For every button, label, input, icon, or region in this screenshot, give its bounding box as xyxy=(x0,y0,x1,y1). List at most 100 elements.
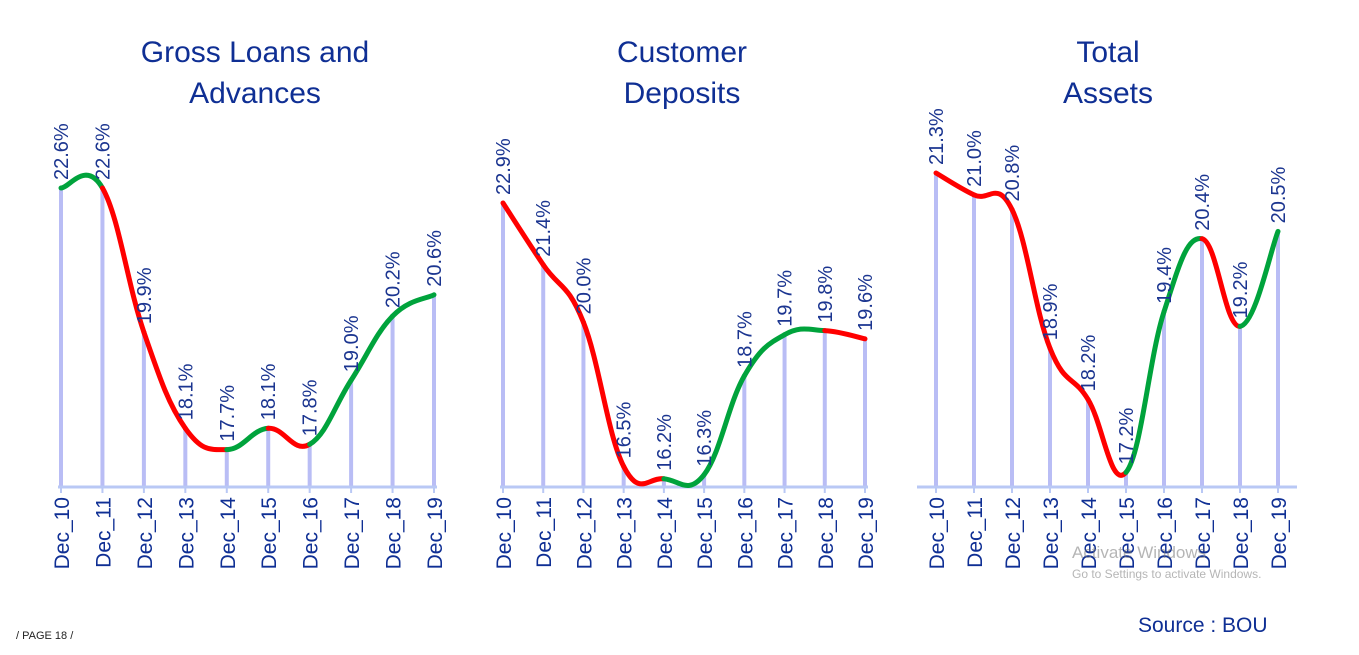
x-tick-label: Dec_15 xyxy=(1116,497,1139,569)
line-segment-increase xyxy=(307,377,354,447)
x-tick-label: Dec_14 xyxy=(654,497,677,570)
x-tick-label: Dec_12 xyxy=(573,497,596,569)
watermark-title: Activate Windows xyxy=(1072,543,1207,562)
x-tick-label: Dec_16 xyxy=(300,497,323,569)
x-tick-label: Dec_19 xyxy=(1268,497,1291,569)
chart-title-line: Customer xyxy=(617,36,747,69)
data-label: 19.4% xyxy=(1154,247,1176,304)
source-note: Source : BOU xyxy=(1138,614,1268,637)
x-tick-label: Dec_18 xyxy=(1230,497,1253,569)
data-label: 18.2% xyxy=(1078,334,1100,391)
x-tick-label: Dec_17 xyxy=(341,497,364,569)
data-label: 19.8% xyxy=(815,266,837,323)
line-segment-decrease xyxy=(500,200,546,268)
line-segment-decrease xyxy=(182,425,230,453)
line-segment-decrease xyxy=(265,425,313,449)
line-segment-increase xyxy=(741,332,788,379)
data-label: 16.2% xyxy=(654,414,676,471)
x-tick-label: Dec_11 xyxy=(964,497,987,568)
x-tick-label: Dec_16 xyxy=(734,497,757,569)
data-label: 18.7% xyxy=(734,311,756,368)
x-tick-label: Dec_13 xyxy=(1040,497,1063,569)
x-tick-label: Dec_11 xyxy=(533,497,556,568)
page-number: / PAGE 18 / xyxy=(16,630,74,642)
x-tick-label: Dec_15 xyxy=(258,497,281,569)
line-segment-decrease xyxy=(1009,207,1053,351)
data-label: 19.0% xyxy=(341,315,363,372)
x-tick-label: Dec_13 xyxy=(175,497,198,569)
line-segment-decrease xyxy=(971,190,1015,213)
x-tick-label: Dec_17 xyxy=(1192,497,1215,569)
data-label: 20.0% xyxy=(573,257,595,314)
data-label: 19.2% xyxy=(1230,261,1252,318)
chart-3: Total Assets 21.3% 21.0% 20.8% 18.9% 18.2% 17.2… xyxy=(917,36,1297,569)
line-segment-decrease xyxy=(141,329,188,431)
chart-2: Customer Deposits 22.9% 21.4% 20.0% 16.5% 16.2… xyxy=(493,36,878,569)
data-label: 17.2% xyxy=(1116,407,1138,464)
data-label: 16.5% xyxy=(614,401,636,458)
x-tick-label: Dec_18 xyxy=(383,497,406,569)
data-label: 17.7% xyxy=(217,385,239,442)
x-tick-label: Dec_15 xyxy=(694,497,717,569)
x-tick-label: Dec_11 xyxy=(92,497,115,568)
x-tick-label: Dec_14 xyxy=(217,497,240,570)
chart-title-line: Gross Loans and xyxy=(141,36,369,69)
line-segment-decrease xyxy=(822,328,868,342)
chart-title-line: Total xyxy=(1076,36,1139,69)
x-tick-label: Dec_16 xyxy=(1154,497,1177,569)
line-segment-decrease xyxy=(621,463,667,487)
data-label: 22.6% xyxy=(92,123,114,180)
data-label: 19.9% xyxy=(134,267,156,324)
line-segment-increase xyxy=(58,172,105,191)
data-label: 21.3% xyxy=(926,108,948,165)
line-segment-decrease xyxy=(1085,396,1129,478)
watermark-subtitle: Go to Settings to activate Windows. xyxy=(1072,567,1262,581)
data-label: 22.9% xyxy=(493,138,515,195)
data-label: 22.6% xyxy=(51,123,73,180)
x-tick-label: Dec_12 xyxy=(134,497,157,569)
x-tick-label: Dec_13 xyxy=(614,497,637,569)
data-label: 20.8% xyxy=(1002,145,1024,202)
x-tick-label: Dec_19 xyxy=(424,497,447,569)
line-segment-decrease xyxy=(933,170,977,198)
chart-title-line: Advances xyxy=(189,77,321,110)
data-label: 19.6% xyxy=(855,274,877,331)
x-tick-label: Dec_17 xyxy=(775,497,798,569)
x-tick-label: Dec_10 xyxy=(926,497,949,569)
data-label: 20.6% xyxy=(424,230,446,287)
x-tick-label: Dec_19 xyxy=(855,497,878,569)
data-label: 20.2% xyxy=(383,251,405,308)
chart-title-line: Deposits xyxy=(624,77,741,110)
x-tick-label: Dec_12 xyxy=(1002,497,1025,569)
data-label: 20.4% xyxy=(1192,174,1214,231)
line-segment-increase xyxy=(1161,236,1205,315)
data-label: 20.5% xyxy=(1268,166,1290,223)
line-segment-decrease xyxy=(580,319,627,469)
line-segment-increase xyxy=(701,373,747,478)
data-label: 16.3% xyxy=(694,410,716,467)
line-segment-increase xyxy=(390,292,437,319)
chart-1: Gross Loans and Advances 22.6% 22.6% 19.9% 18… xyxy=(51,36,447,569)
data-label: 18.1% xyxy=(175,363,197,420)
line-segment-decrease xyxy=(540,262,586,325)
line-segment-increase xyxy=(1237,228,1281,329)
data-label: 17.8% xyxy=(300,379,322,436)
data-label: 18.1% xyxy=(258,363,280,420)
line-segment-increase xyxy=(348,313,396,383)
data-label: 19.7% xyxy=(775,270,797,327)
data-label: 21.4% xyxy=(533,200,555,257)
line-segment-increase xyxy=(224,425,271,453)
line-segment-decrease xyxy=(99,185,147,335)
data-label: 18.9% xyxy=(1040,283,1062,340)
line-segment-increase xyxy=(782,326,828,338)
x-tick-label: Dec_10 xyxy=(51,497,74,569)
line-segment-increase xyxy=(1123,309,1167,475)
x-tick-label: Dec_10 xyxy=(493,497,516,569)
chart-title-line: Assets xyxy=(1063,77,1153,110)
line-segment-increase xyxy=(661,472,707,488)
x-tick-label: Dec_18 xyxy=(815,497,838,569)
data-label: 21.0% xyxy=(964,130,986,187)
line-segment-decrease xyxy=(1199,236,1243,329)
line-segment-decrease xyxy=(1047,345,1091,402)
